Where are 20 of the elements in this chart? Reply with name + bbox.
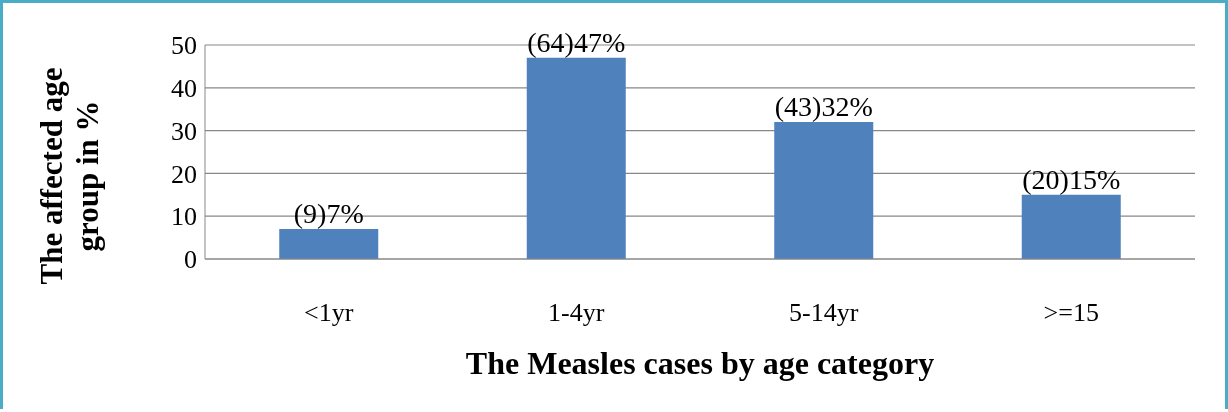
y-tick-label: 40 — [171, 74, 197, 104]
y-tick-label: 10 — [171, 202, 197, 232]
bar — [279, 229, 379, 259]
y-tick-label: 0 — [184, 245, 197, 275]
y-tick-label: 30 — [171, 116, 197, 146]
x-tick-label: <1yr — [304, 298, 354, 328]
data-label: (20)15% — [1022, 163, 1121, 195]
y-tick-label: 50 — [171, 31, 197, 61]
y-tick-label: 20 — [171, 159, 197, 189]
x-tick-label: 5-14yr — [789, 298, 859, 328]
bar — [1021, 194, 1121, 259]
data-label: (9)7% — [293, 198, 364, 230]
x-tick-label: >=15 — [1043, 298, 1099, 328]
x-tick-label: 1-4yr — [548, 298, 605, 328]
data-label: (64)47% — [527, 26, 626, 58]
bar — [774, 122, 874, 259]
bar — [526, 57, 626, 259]
x-axis-title: The Measles cases by age category — [464, 345, 936, 382]
y-axis-title: The affected age group in % — [34, 66, 106, 287]
data-label: (43)32% — [774, 91, 873, 123]
